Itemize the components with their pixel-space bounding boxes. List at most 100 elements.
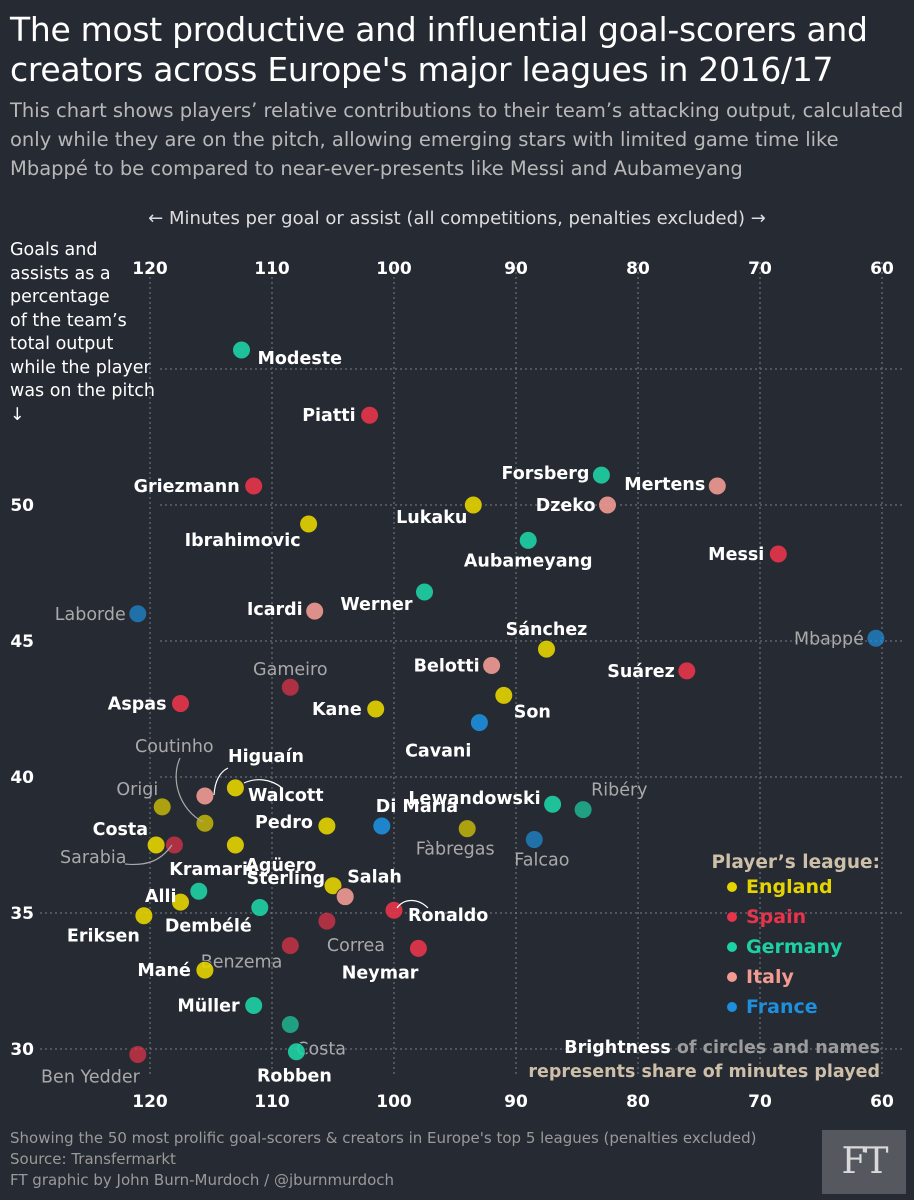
footer-note: Showing the 50 most prolific goal-scorer…: [10, 1129, 757, 1147]
data-point: [518, 530, 538, 550]
data-point: [372, 816, 392, 836]
data-point: [244, 476, 264, 496]
point-label: Messi: [708, 545, 764, 565]
y-caption-line: was on the pitch: [10, 381, 155, 401]
point-label: Pedro: [255, 813, 313, 833]
point-label: Mertens: [624, 475, 705, 495]
data-point: [152, 797, 172, 817]
data-point: [195, 813, 215, 833]
point-label: Griezmann: [134, 477, 240, 497]
data-point: [360, 405, 380, 425]
x-tick-label-top: 100: [376, 259, 412, 279]
y-axis-caption: Goals and assists as a percentage of the…: [10, 239, 175, 427]
point-label: Kramaric: [169, 860, 258, 880]
footer-credit: FT graphic by John Burn-Murdoch / @jburn…: [10, 1171, 395, 1189]
y-tick-label: 35: [10, 904, 34, 924]
point-label: Sterling: [247, 869, 325, 889]
point-label: Lukaku: [396, 508, 467, 528]
data-point: [591, 465, 611, 485]
point-label: Agüero: [245, 856, 316, 876]
down-arrow-icon: ↓: [10, 404, 25, 425]
data-point: [280, 936, 300, 956]
x-tick-label-bottom: 60: [870, 1092, 894, 1112]
data-point: [280, 677, 300, 697]
data-point: [299, 514, 319, 534]
y-tick-label: 45: [10, 632, 34, 652]
y-caption-line: of the team’s: [10, 310, 127, 331]
point-label: Sánchez: [506, 620, 588, 640]
label-leader-line: [243, 779, 283, 789]
x-tick-label-bottom: 100: [376, 1092, 412, 1112]
label-leader-line: [396, 899, 429, 909]
point-label: Icardi: [247, 600, 303, 620]
y-tick-label: 40: [10, 768, 34, 788]
data-point: [286, 1042, 306, 1062]
legend-label: France: [746, 996, 818, 1018]
point-label: Piatti: [302, 406, 355, 426]
data-point: [195, 960, 215, 980]
data-point: [225, 835, 245, 855]
x-axis-caption: ← Minutes per goal or assist (all compet…: [148, 208, 766, 229]
point-label: Modeste: [258, 349, 343, 369]
y-caption-line: assists as a: [10, 263, 111, 284]
point-label: Costa: [296, 1040, 346, 1060]
point-label: Origi: [116, 780, 158, 800]
label-leader-line: [213, 767, 229, 796]
data-point: [335, 887, 355, 907]
data-point: [164, 835, 184, 855]
data-point: [232, 340, 251, 360]
x-tick-label-bottom: 120: [132, 1092, 168, 1112]
data-point: [469, 713, 489, 733]
data-point: [250, 898, 270, 918]
legend-swatch: [727, 1002, 737, 1012]
data-point: [457, 819, 477, 839]
data-point: [677, 661, 697, 681]
chart-footer: Showing the 50 most prolific goal-scorer…: [10, 1128, 757, 1191]
data-point: [543, 794, 563, 814]
point-label: Kane: [312, 700, 362, 720]
legend-swatch: [727, 882, 737, 892]
point-label: Ronaldo: [408, 906, 488, 926]
point-label: Dzeko: [536, 496, 596, 516]
point-label: Ibrahimovic: [185, 531, 301, 551]
data-point: [573, 800, 593, 820]
data-point: [866, 628, 886, 648]
x-tick-label-top: 120: [132, 259, 168, 279]
point-label: Di María: [376, 797, 458, 817]
ft-logo: FT: [822, 1130, 906, 1194]
chart-title: The most productive and influential goal…: [10, 10, 868, 89]
point-label: Müller: [177, 996, 240, 1016]
point-label: Son: [514, 702, 551, 722]
point-label: Neymar: [342, 963, 419, 983]
data-point: [598, 495, 617, 515]
point-label: Ribéry: [591, 781, 647, 801]
point-label: Forsberg: [502, 464, 590, 484]
point-label: Dembélé: [165, 917, 252, 937]
point-label: Lewandowski: [408, 789, 540, 809]
point-label: Laborde: [55, 605, 126, 625]
legend-title: Player’s league:: [711, 852, 880, 873]
point-label: Salah: [347, 868, 402, 888]
data-point: [408, 938, 428, 958]
x-tick-label-top: 110: [254, 259, 290, 279]
point-label: Belotti: [414, 656, 480, 676]
point-label: Fàbregas: [416, 840, 495, 860]
data-point: [195, 786, 215, 806]
brightness-note-line1: Brightness of circles and names: [564, 1038, 880, 1058]
data-point: [244, 995, 264, 1015]
y-caption-line: total output: [10, 334, 114, 354]
point-label: Gameiro: [253, 660, 327, 680]
data-point: [537, 639, 556, 659]
point-label: Costa: [93, 820, 148, 840]
data-point: [494, 685, 514, 705]
x-tick-label-top: 60: [870, 259, 894, 279]
scatter-chart: 120 120 110 110 100 100 90 90 80 80 70 70 60 60 30 35 40…: [10, 259, 905, 1112]
point-label: Alli: [145, 887, 177, 907]
label-leader-line: [175, 757, 204, 823]
legend-label: Italy: [746, 966, 794, 988]
point-label: Aspas: [108, 695, 167, 715]
data-point: [768, 544, 788, 564]
data-point: [524, 830, 544, 850]
y-tick-label: 50: [10, 496, 34, 516]
point-label: Robben: [257, 1067, 332, 1087]
